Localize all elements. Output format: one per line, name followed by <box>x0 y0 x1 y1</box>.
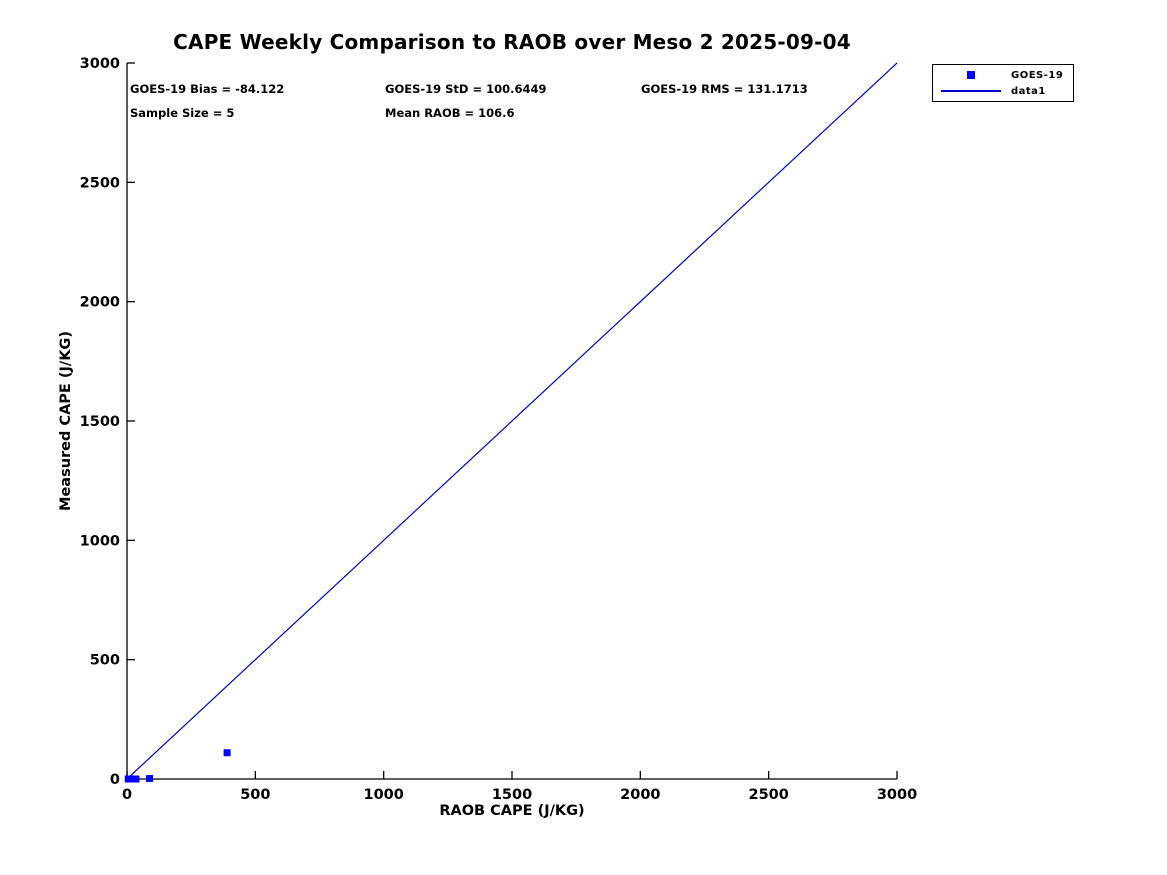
x-tick-label: 2500 <box>748 787 788 803</box>
stat-std: GOES-19 StD = 100.6449 <box>385 82 547 96</box>
y-tick-label: 2000 <box>80 295 120 311</box>
y-tick-label: 0 <box>110 772 120 788</box>
y-tick-label: 1500 <box>80 414 120 430</box>
legend-swatch <box>937 71 1005 79</box>
x-tick-label: 0 <box>122 787 132 803</box>
legend-square-marker-icon <box>967 71 975 79</box>
y-tick-label: 1000 <box>80 533 120 549</box>
data-point <box>132 775 140 783</box>
data-point <box>146 775 154 783</box>
chart-title: CAPE Weekly Comparison to RAOB over Meso… <box>173 30 851 54</box>
legend-line-icon <box>941 90 1001 92</box>
stat-bias: GOES-19 Bias = -84.122 <box>130 82 285 96</box>
legend-entry-goes19: GOES-19 <box>937 67 1069 83</box>
x-tick-label: 1500 <box>492 787 532 803</box>
legend-swatch <box>937 90 1005 92</box>
identity-line <box>126 62 898 780</box>
x-tick-label: 2000 <box>620 787 660 803</box>
data-point <box>223 749 231 757</box>
y-tick-label: 3000 <box>80 56 120 72</box>
data-point <box>127 775 135 783</box>
x-tick-label: 3000 <box>877 787 917 803</box>
x-tick-label: 1000 <box>363 787 403 803</box>
legend-label-data1: data1 <box>1011 85 1046 97</box>
stat-sample-size: Sample Size = 5 <box>130 106 235 120</box>
y-axis-label: Measured CAPE (J/KG) <box>58 331 74 511</box>
y-tick-label: 500 <box>90 653 120 669</box>
y-tick-label: 2500 <box>80 175 120 191</box>
stat-rms: GOES-19 RMS = 131.1713 <box>641 82 808 96</box>
x-tick-label: 500 <box>240 787 270 803</box>
stat-mean-raob: Mean RAOB = 106.6 <box>385 106 515 120</box>
legend-entry-data1: data1 <box>937 83 1069 99</box>
legend-label-goes19: GOES-19 <box>1011 69 1064 81</box>
legend: GOES-19 data1 <box>932 64 1074 102</box>
x-axis-label: RAOB CAPE (J/KG) <box>439 803 585 819</box>
